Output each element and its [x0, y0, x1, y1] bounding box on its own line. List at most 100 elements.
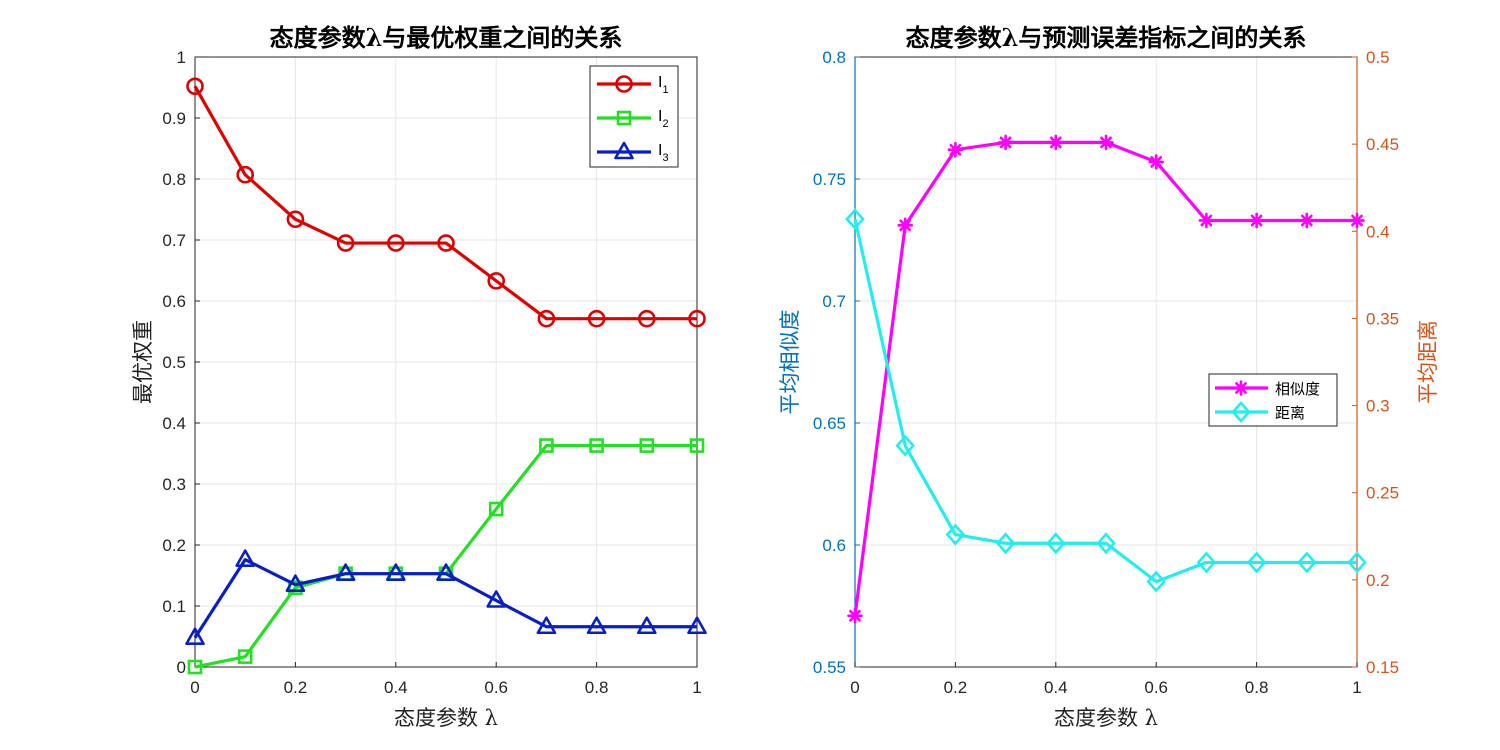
data-point-similarity: [897, 217, 914, 234]
series-line-I2: [194, 443, 697, 669]
data-point-similarity: [1198, 212, 1215, 229]
y-tick-label: 0.5: [162, 353, 186, 372]
x-tick-label: 0: [850, 678, 859, 697]
data-point-I3: [436, 563, 456, 581]
x-tick-label: 0.2: [284, 678, 308, 697]
data-point-distance: [1196, 551, 1217, 574]
legend-marker: [1233, 380, 1249, 396]
data-point-I3: [285, 574, 306, 592]
data-point-I2: [539, 438, 554, 453]
weights-chart-x-label: 态度参数 λ: [394, 706, 498, 730]
right-y-tick-label: 0.5: [1366, 48, 1390, 67]
data-point-I1: [186, 77, 204, 96]
data-point-I3: [235, 549, 255, 567]
y-tick-label: 0.9: [162, 109, 186, 128]
data-point-distance: [895, 434, 915, 457]
x-tick-label: 0.6: [1144, 678, 1168, 697]
y-tick-label: 0: [177, 658, 186, 677]
x-tick-label: 0.4: [384, 678, 408, 697]
series-line-I3: [193, 558, 697, 639]
data-point-similarity: [1048, 134, 1064, 151]
data-point-I1: [386, 234, 405, 252]
x-tick-label: 1: [1352, 678, 1361, 697]
weights-chart-title: 态度参数λ与最优权重之间的关系: [270, 23, 623, 52]
right-y-tick-label: 0.3: [1366, 397, 1390, 416]
data-point-I1: [286, 210, 305, 229]
data-point-similarity: [1248, 212, 1265, 229]
weights-chart-legend: I1 I2 I3: [589, 65, 679, 168]
data-point-I2: [488, 501, 504, 517]
legend-marker: [616, 110, 632, 126]
data-point-similarity: [1098, 134, 1114, 151]
legend-label: I3: [658, 142, 669, 164]
data-point-I1: [236, 165, 254, 184]
data-point-I1: [688, 309, 706, 328]
data-point-I3: [335, 563, 356, 581]
series-line-I1: [193, 85, 697, 321]
error-chart: 0 0.2 0.4 0.6 0.8 1 0.55 0.6 0.65 0.7 0.75 0.8 0.1…: [778, 23, 1440, 730]
data-point-distance: [845, 208, 865, 231]
error-chart-left-y-ticks: 0.55 0.6 0.65 0.7 0.75 0.8: [813, 48, 860, 677]
data-point-distance: [1347, 551, 1367, 574]
data-point-similarity: [847, 607, 863, 624]
error-chart-series: [845, 134, 1367, 624]
error-chart-x-ticks: 0 0.2 0.4 0.6 0.8 1: [850, 662, 1362, 697]
x-tick-label: 0.8: [585, 678, 609, 697]
data-point-I2: [639, 438, 655, 453]
weights-chart-series: [185, 77, 707, 675]
left-y-tick-label: 0.65: [813, 414, 846, 433]
x-tick-label: 0.6: [484, 678, 508, 697]
data-point-similarity: [997, 134, 1014, 151]
right-y-tick-label: 0.15: [1366, 658, 1399, 677]
data-point-distance: [1297, 551, 1317, 574]
legend-label: I1: [658, 74, 669, 96]
data-point-I2: [237, 649, 253, 664]
data-point-I2: [589, 438, 604, 453]
legend-marker: [615, 75, 633, 93]
y-tick-label: 0.4: [162, 414, 186, 433]
data-point-I1: [336, 234, 355, 252]
data-point-distance: [1246, 551, 1267, 574]
legend-box: [1208, 373, 1338, 427]
legend-label: 距离: [1275, 404, 1305, 422]
right-y-tick-label: 0.45: [1366, 135, 1399, 154]
y-tick-label: 0.1: [162, 597, 186, 616]
left-y-tick-label: 0.6: [822, 536, 846, 555]
data-point-I3: [636, 616, 657, 635]
legend-label: 相似度: [1275, 380, 1320, 398]
data-point-I1: [487, 272, 506, 290]
data-point-I3: [687, 616, 707, 635]
weights-chart: 0 0.2 0.4 0.6 0.8 1 0 0.1 0.2 0.3 0.4 0.5 0.6 0.7 0.8…: [131, 23, 707, 730]
right-y-tick-label: 0.25: [1366, 484, 1399, 503]
x-tick-label: 1: [692, 678, 701, 697]
weights-chart-y-label: 最优权重: [131, 320, 155, 404]
legend-marker: [1231, 401, 1251, 423]
series-line-distance: [853, 218, 1357, 584]
data-point-I2: [187, 659, 203, 675]
right-y-tick-label: 0.2: [1366, 571, 1390, 590]
data-point-distance: [1046, 532, 1066, 555]
data-point-similarity: [1299, 212, 1315, 229]
data-point-I1: [587, 309, 606, 328]
data-point-I3: [536, 616, 557, 635]
data-point-similarity: [947, 141, 964, 158]
y-tick-label: 0.6: [162, 292, 186, 311]
data-point-distance: [1096, 532, 1116, 555]
y-tick-label: 0.7: [162, 231, 186, 250]
error-chart-right-y-ticks: 0.15 0.2 0.25 0.3 0.35 0.4 0.45 0.5: [1352, 48, 1399, 677]
error-chart-right-y-label: 平均距离: [1416, 320, 1440, 404]
legend-marker: [614, 141, 634, 160]
data-point-similarity: [1349, 212, 1365, 229]
x-tick-label: 0.4: [1044, 678, 1068, 697]
y-tick-label: 1: [177, 48, 186, 67]
error-chart-title: 态度参数λ与预测误差指标之间的关系: [906, 23, 1307, 52]
data-point-I1: [437, 234, 455, 252]
x-tick-label: 0: [190, 678, 199, 697]
weights-chart-y-ticks: 0 0.1 0.2 0.3 0.4 0.5 0.6 0.7 0.8 0.9 1: [162, 48, 200, 677]
legend-label: I2: [658, 108, 669, 130]
left-y-tick-label: 0.55: [813, 658, 846, 677]
data-point-I1: [537, 309, 556, 328]
right-y-tick-label: 0.35: [1366, 309, 1399, 328]
x-tick-label: 0.2: [944, 678, 968, 697]
left-y-tick-label: 0.7: [822, 292, 846, 311]
